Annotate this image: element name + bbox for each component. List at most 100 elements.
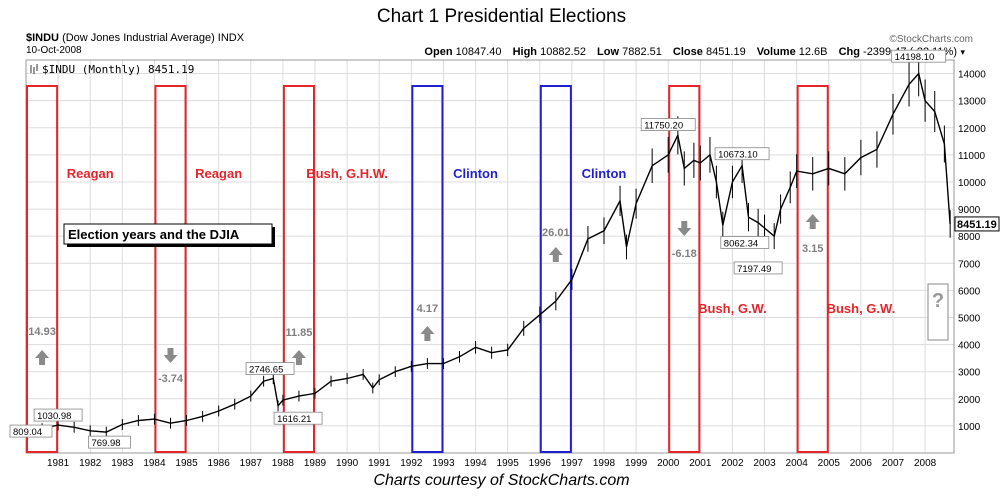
x-tick-label: 1982 (79, 458, 102, 469)
president-label: Reagan (67, 166, 114, 181)
x-tick-label: 2005 (818, 458, 841, 469)
chevron-down-icon[interactable]: ▾ (960, 47, 965, 57)
change-value: -3.74 (158, 373, 184, 385)
y-tick-label: 10000 (958, 178, 986, 189)
down-arrow-icon (677, 221, 692, 236)
y-tick-label: 4000 (958, 341, 981, 352)
point-label: 769.98 (88, 435, 131, 449)
x-tick-label: 1993 (432, 458, 455, 469)
x-tick-label: 2004 (786, 458, 809, 469)
up-arrow-icon (420, 326, 435, 341)
quote-bar: Open 10847.40 High 10882.52 Low 7882.51 … (416, 46, 957, 58)
x-tick-label: 1990 (336, 458, 359, 469)
x-tick-label: 1995 (497, 458, 520, 469)
y-tick-label: 11000 (958, 151, 986, 162)
volume-value: 12.6B (798, 46, 828, 58)
open-value: 10847.40 (455, 46, 502, 58)
x-tick-label: 1985 (175, 458, 198, 469)
point-label-box (891, 49, 947, 63)
point-label-box (33, 408, 83, 422)
close-value: 8451.19 (705, 46, 746, 58)
change-value: 11.85 (285, 327, 312, 339)
y-tick-label: 8000 (958, 232, 981, 243)
x-tick-label: 1983 (111, 458, 134, 469)
x-tick-label: 2003 (753, 458, 776, 469)
bar-chart-icon (30, 64, 38, 74)
up-arrow-icon (548, 247, 563, 262)
change-value: 14.93 (28, 326, 56, 338)
y-tick-label: 7000 (958, 259, 981, 270)
x-tick-label: 1984 (143, 458, 166, 469)
x-tick-label: 1981 (47, 458, 70, 469)
index-name: (Dow Jones Industrial Average) (62, 32, 215, 44)
change-value: -6.18 (672, 248, 697, 260)
y-tick-label: 5000 (958, 313, 981, 324)
chart-date: 10-Oct-2008 (26, 45, 82, 56)
up-arrow-icon (805, 214, 820, 229)
y-tick-label: 3000 (958, 368, 981, 379)
point-label: 1616.21 (273, 411, 323, 425)
chg-label: Chg (838, 46, 860, 58)
point-label-text: 14198.10 (895, 52, 935, 63)
point-label-box (9, 424, 53, 438)
point-label: 8062.34 (720, 236, 770, 249)
point-label-text: 11750.20 (644, 121, 683, 132)
point-label-box (720, 236, 770, 249)
low-label: Low (597, 46, 620, 58)
point-label-text: 809.04 (13, 427, 42, 438)
x-tick-label: 1996 (529, 458, 552, 469)
change-value: 26.01 (542, 227, 570, 239)
point-label-text: 769.98 (91, 438, 120, 449)
chart-legend: $INDU (Monthly) 8451.19 (30, 63, 194, 76)
question-mark: ? (932, 290, 944, 312)
low-value: 7882.51 (622, 46, 662, 58)
y-tick-label: 9000 (958, 205, 981, 216)
change-value: 3.15 (802, 243, 823, 255)
point-label: 2746.65 (245, 362, 295, 376)
point-label-text: 1616.21 (277, 414, 311, 425)
last-value-label: 8451.19 (957, 219, 997, 231)
x-tick-label: 1997 (561, 458, 584, 469)
president-label: Clinton (453, 166, 498, 181)
president-label: Reagan (195, 166, 242, 181)
question-box: ? (927, 283, 949, 341)
high-value: 10882.52 (540, 46, 586, 58)
high-label: High (512, 46, 538, 58)
y-tick-label: 6000 (958, 286, 981, 297)
up-arrow-icon (291, 350, 306, 365)
president-label: Bush, G.W. (827, 301, 896, 316)
x-tick-label: 2007 (882, 458, 905, 469)
x-tick-label: 1992 (400, 458, 423, 469)
down-arrow-icon (163, 348, 178, 363)
point-label-box (245, 362, 295, 375)
president-label: Bush, G.H.W. (306, 166, 388, 181)
point-label: 11750.20 (640, 118, 696, 132)
point-label: 1030.98 (33, 408, 83, 422)
point-label-text: 8062.34 (724, 238, 758, 249)
volume-label: Volume (756, 46, 796, 58)
point-label: 7197.49 (733, 261, 783, 275)
y-tick-label: 12000 (958, 124, 986, 135)
close-label: Close (672, 46, 703, 58)
last-value-box (954, 216, 1000, 232)
y-tick-label: 2000 (958, 395, 981, 406)
point-label-box (714, 147, 770, 161)
legend-label: $INDU (Monthly) 8451.19 (42, 63, 194, 76)
point-label: 809.04 (9, 424, 53, 438)
page-title: Chart 1 Presidential Elections (376, 6, 627, 27)
election-box-1984 (154, 85, 187, 453)
x-tick-label: 1999 (625, 458, 648, 469)
president-label: Clinton (582, 166, 627, 181)
point-label: 10673.10 (714, 147, 770, 161)
election-box-1992 (411, 85, 444, 453)
x-tick-label: 1988 (272, 458, 295, 469)
x-tick-label: 1987 (240, 458, 263, 469)
x-tick-label: 1994 (464, 458, 487, 469)
open-label: Open (424, 46, 453, 58)
point-label-text: 7197.49 (737, 264, 771, 275)
election-callout: Election years and the DJIA (63, 223, 275, 247)
ticker-symbol: $INDU (26, 32, 60, 44)
x-tick-label: 2001 (689, 458, 712, 469)
x-tick-label: 1991 (368, 458, 391, 469)
